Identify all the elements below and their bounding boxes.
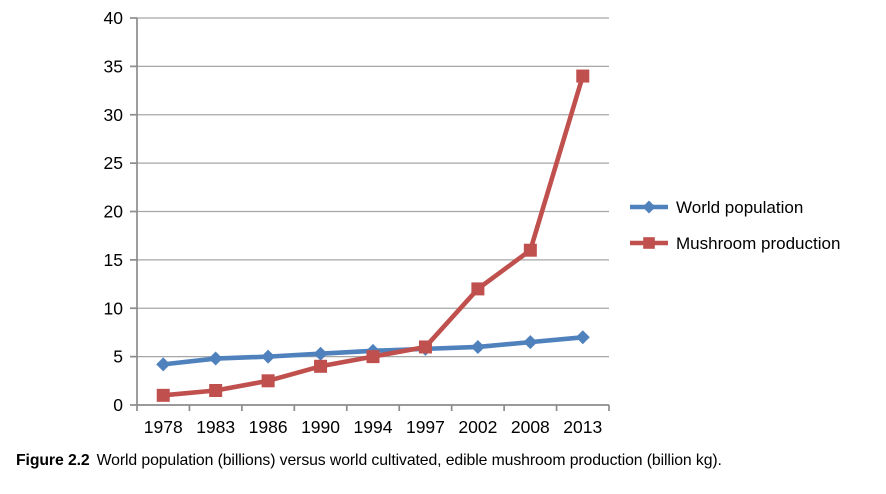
data-point-mushroom-production: [314, 359, 328, 373]
data-point-mushroom-production: [523, 243, 537, 257]
legend-label: Mushroom production: [676, 234, 840, 253]
series-mushroom-production: [156, 69, 590, 402]
data-point-mushroom-production: [261, 374, 275, 388]
figure-caption: Figure 2.2 World population (billions) ve…: [16, 452, 880, 470]
data-point-mushroom-production: [576, 69, 590, 83]
x-axis-tick-label: 1978: [144, 417, 183, 437]
y-axis-tick-label: 30: [104, 105, 124, 125]
legend-marker-square-icon: [643, 237, 655, 249]
y-axis-tick-label: 40: [104, 8, 124, 28]
data-point-world-population: [470, 339, 485, 354]
data-point-mushroom-production: [418, 340, 432, 354]
y-axis-tick-label: 10: [104, 298, 124, 318]
line-chart-canvas: 0 5 10 15 20 25 30 35 40 1978 1983 1986 1990 1994 1997…: [104, 8, 841, 437]
legend-label: World population: [676, 198, 803, 217]
x-axis-tick-label: 1983: [196, 417, 235, 437]
y-axis-tick-label: 15: [104, 250, 123, 270]
legend-marker-diamond-icon: [642, 200, 656, 214]
x-axis-tick-label: 1994: [354, 417, 393, 437]
data-point-world-population: [208, 351, 223, 366]
data-point-world-population: [156, 357, 171, 372]
y-axis-tick-label: 20: [104, 202, 124, 222]
legend-item-world-population: World population: [630, 198, 803, 217]
x-axis-tick-label: 1997: [406, 417, 445, 437]
data-point-world-population: [523, 335, 538, 350]
data-point-world-population: [313, 346, 328, 361]
data-point-world-population: [575, 330, 590, 345]
legend-item-mushroom-production: Mushroom production: [630, 234, 840, 253]
figure-caption-label: Figure 2.2: [16, 452, 90, 469]
figure-caption-text: World population (billions) versus world…: [96, 452, 722, 469]
data-point-mushroom-production: [471, 282, 485, 296]
data-point-mushroom-production: [209, 383, 223, 397]
x-axis-tick-label: 2013: [563, 417, 602, 437]
data-point-world-population: [261, 349, 276, 364]
y-axis-tick-label: 5: [113, 347, 123, 367]
y-axis-tick-label: 35: [104, 56, 123, 76]
x-axis-tick-label: 1986: [249, 417, 288, 437]
y-axis-tick-label: 0: [113, 395, 123, 415]
data-point-mushroom-production: [156, 388, 170, 402]
x-axis-tick-label: 2002: [458, 417, 497, 437]
data-point-mushroom-production: [366, 350, 380, 364]
y-axis-tick-label: 25: [104, 153, 123, 173]
x-axis-tick-label: 2008: [511, 417, 550, 437]
x-axis-tick-label: 1990: [301, 417, 340, 437]
